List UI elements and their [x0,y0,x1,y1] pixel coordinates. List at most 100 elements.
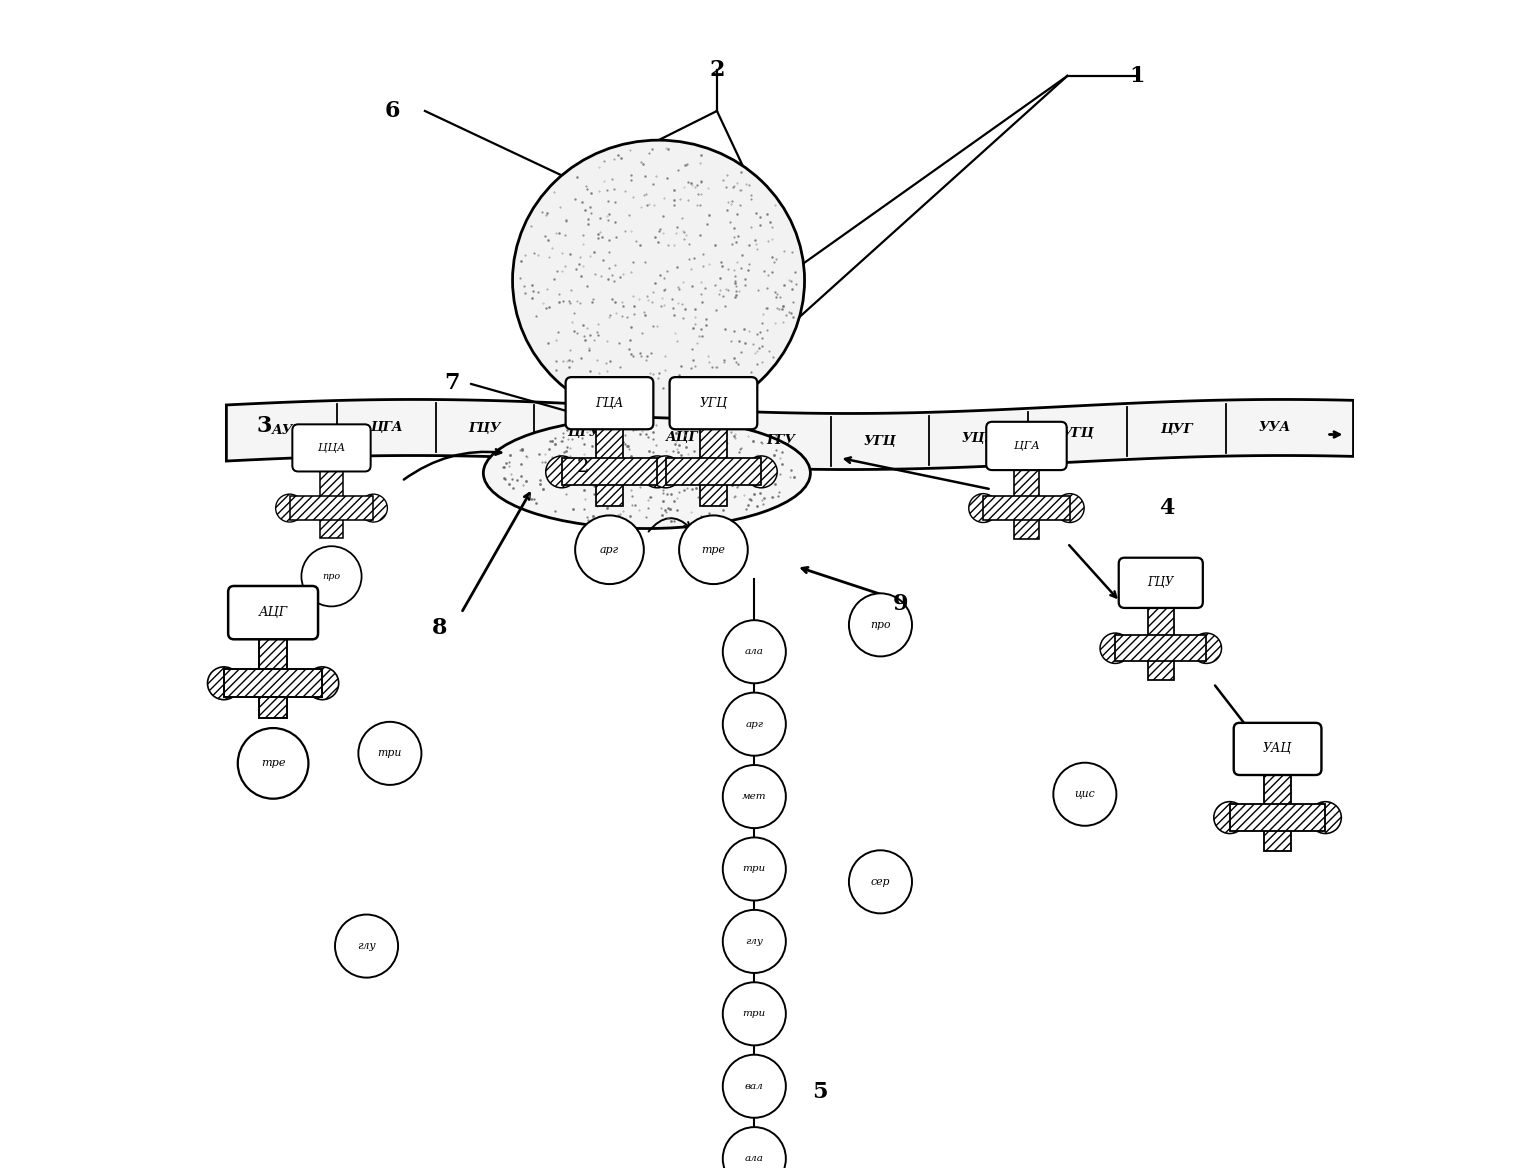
Text: мет: мет [742,792,766,801]
Text: 1: 1 [1130,65,1145,86]
Text: про: про [870,620,891,630]
Polygon shape [226,399,1353,470]
Text: ЦГА: ЦГА [1014,442,1039,451]
Text: АЦГ: АЦГ [666,431,699,444]
Text: 8: 8 [432,618,448,639]
Text: ГЦА: ГЦА [596,397,623,410]
Circle shape [1100,633,1131,663]
Text: 2: 2 [709,60,725,81]
Text: ЦГА: ЦГА [369,422,403,434]
Circle shape [208,667,240,700]
Text: ЦГУ: ЦГУ [568,425,600,439]
Circle shape [1053,763,1116,826]
FancyBboxPatch shape [1116,635,1207,661]
Text: УГЦ: УГЦ [1060,427,1094,440]
Text: УГЦ: УГЦ [699,397,728,410]
Text: ГЦУ: ГЦУ [468,422,502,434]
Circle shape [723,1127,786,1168]
Circle shape [275,494,303,522]
Circle shape [723,620,786,683]
Text: арг: арг [745,719,763,729]
FancyBboxPatch shape [665,458,762,486]
FancyBboxPatch shape [566,377,654,430]
Text: глу: глу [357,941,376,951]
Circle shape [306,667,339,700]
Text: цис: цис [1074,790,1096,799]
FancyBboxPatch shape [289,496,374,520]
Text: ала: ала [745,647,763,656]
Text: ЦУГ: ЦУГ [1160,423,1193,436]
Circle shape [1310,801,1342,834]
Circle shape [850,593,913,656]
Circle shape [239,728,308,799]
Text: про: про [323,572,340,580]
FancyBboxPatch shape [320,467,343,537]
Circle shape [679,515,748,584]
Circle shape [723,1055,786,1118]
Circle shape [850,850,913,913]
Text: арг: арг [600,544,619,555]
FancyBboxPatch shape [1148,604,1174,680]
Circle shape [968,494,997,522]
FancyBboxPatch shape [596,425,623,506]
Text: три: три [743,864,766,874]
FancyBboxPatch shape [986,422,1067,470]
FancyBboxPatch shape [700,425,726,506]
Circle shape [336,915,399,978]
Circle shape [723,693,786,756]
FancyBboxPatch shape [1264,771,1291,851]
Ellipse shape [483,418,811,529]
Text: 5: 5 [813,1082,828,1103]
Text: 6: 6 [385,100,400,121]
FancyBboxPatch shape [562,458,657,486]
Text: АЦГ: АЦГ [259,606,288,619]
Text: 9: 9 [893,593,908,614]
FancyBboxPatch shape [259,634,286,718]
Circle shape [723,765,786,828]
Text: УАЦ: УАЦ [1264,743,1293,756]
FancyBboxPatch shape [1119,558,1203,609]
Text: ГГУ: ГГУ [766,434,796,447]
FancyBboxPatch shape [669,377,757,430]
Text: АУГ: АУГ [272,424,303,437]
Circle shape [546,456,577,488]
Text: УЦУ: УЦУ [962,432,996,445]
Text: 3: 3 [255,416,271,437]
FancyBboxPatch shape [1014,465,1039,538]
Circle shape [576,515,643,584]
Text: УГЦ: УГЦ [863,434,896,447]
Circle shape [302,547,362,606]
Circle shape [723,837,786,901]
Circle shape [723,910,786,973]
Circle shape [1191,633,1222,663]
FancyBboxPatch shape [1230,804,1325,832]
Circle shape [723,982,786,1045]
Text: три: три [377,749,402,758]
Circle shape [359,722,422,785]
Text: тре: тре [702,544,725,555]
FancyBboxPatch shape [228,586,319,639]
Text: 7: 7 [445,373,460,394]
Text: три: три [743,1009,766,1018]
Circle shape [360,494,388,522]
Circle shape [1056,494,1083,522]
Text: тре: тре [260,758,285,769]
Text: вал: вал [745,1082,763,1091]
Text: 2: 2 [577,458,589,477]
Text: ЦЦА: ЦЦА [319,443,345,453]
FancyBboxPatch shape [292,424,371,472]
Circle shape [649,456,682,488]
Circle shape [642,456,673,488]
Text: глу: глу [745,937,763,946]
Text: 4: 4 [1159,498,1174,519]
FancyBboxPatch shape [1234,723,1322,776]
Text: ала: ала [745,1154,763,1163]
Text: УУА: УУА [1259,420,1291,434]
FancyBboxPatch shape [223,669,322,697]
FancyBboxPatch shape [983,496,1070,520]
Circle shape [745,456,777,488]
Circle shape [1214,801,1245,834]
Text: ГЦУ: ГЦУ [1148,576,1174,590]
Text: сер: сер [871,877,890,887]
Ellipse shape [512,140,805,420]
